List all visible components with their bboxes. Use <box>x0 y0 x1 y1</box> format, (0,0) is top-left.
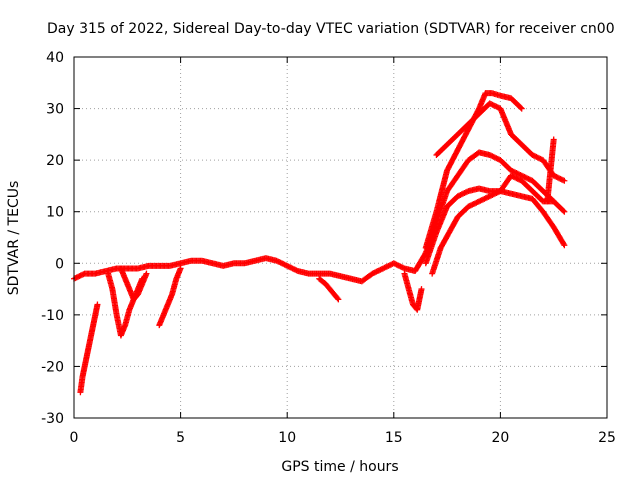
y-tick-label: -20 <box>41 359 64 375</box>
y-tick-label: -10 <box>41 308 64 324</box>
data-point-upper-arc <box>561 177 568 184</box>
y-tick-label: 20 <box>46 153 64 169</box>
x-tick-label: 0 <box>70 430 79 446</box>
x-tick-label: 15 <box>385 430 403 446</box>
data-point-lower-arc-2 <box>550 198 557 205</box>
x-axis-label: GPS time / hours <box>281 459 398 475</box>
axes: 0 5 10 15 20 25 -30 -20 -10 0 10 20 30 40 <box>41 50 616 446</box>
data-point-dip-3 <box>177 265 184 272</box>
y-tick-label: 10 <box>46 205 64 221</box>
chart-title: Day 315 of 2022, Sidereal Day-to-day VTE… <box>47 21 615 37</box>
data-point-lower-arc-1 <box>560 241 567 248</box>
x-tick-label: 20 <box>491 430 509 446</box>
y-tick-label: 30 <box>46 102 64 118</box>
data-point-lower-arc-1 <box>561 242 568 249</box>
y-tick-label: -30 <box>41 411 64 427</box>
data-point-dip-5 <box>418 286 425 293</box>
y-tick-label: 0 <box>55 256 64 272</box>
data-point-early-recovery <box>94 301 101 308</box>
plot-frame <box>73 56 608 419</box>
data-points <box>71 90 568 396</box>
grid <box>74 57 607 418</box>
y-tick-label: 40 <box>46 50 64 66</box>
data-point-rise-top <box>518 105 525 112</box>
data-point-dip-4 <box>334 295 341 302</box>
y-axis-label: SDTVAR / TECUs <box>6 181 22 296</box>
data-point-dip-4 <box>335 296 342 303</box>
x-tick-label: 25 <box>598 430 616 446</box>
data-point-dip-2 <box>143 270 150 277</box>
x-tick-label: 10 <box>278 430 296 446</box>
x-tick-label: 5 <box>176 430 185 446</box>
data-point-mid-arc <box>561 208 568 215</box>
data-point-mid-arc <box>560 207 567 214</box>
data-point-late-spike <box>550 136 557 143</box>
data-point-rise-top <box>517 104 524 111</box>
